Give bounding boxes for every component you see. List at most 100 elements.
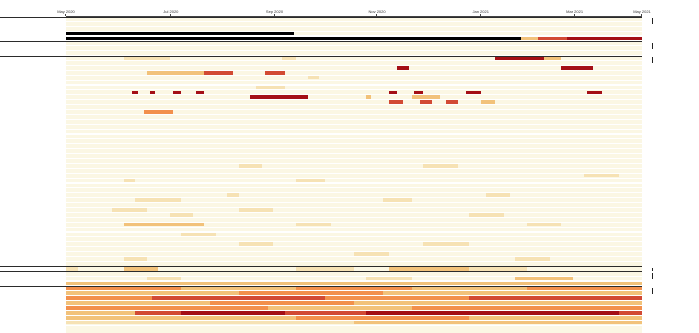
heat-cell[interactable] <box>397 66 409 70</box>
heat-cell[interactable] <box>388 100 403 104</box>
row-label[interactable] <box>0 125 64 129</box>
heat-cell[interactable] <box>526 286 642 291</box>
heat-cell[interactable] <box>238 291 383 296</box>
row-label[interactable] <box>0 22 64 26</box>
heat-cell[interactable] <box>66 291 239 296</box>
heat-cell[interactable] <box>238 164 262 168</box>
row-label[interactable] <box>0 86 64 90</box>
heat-cell[interactable] <box>354 301 642 305</box>
heat-cell[interactable] <box>584 173 619 178</box>
row-label[interactable] <box>0 297 64 301</box>
heat-cell[interactable] <box>561 66 594 70</box>
row-label[interactable] <box>0 115 64 119</box>
heat-cell[interactable] <box>132 90 138 95</box>
heat-cell[interactable] <box>66 281 642 286</box>
heat-cell[interactable] <box>112 208 147 212</box>
row-label[interactable] <box>0 130 64 134</box>
heat-cell[interactable] <box>146 70 205 75</box>
row-label[interactable] <box>0 272 64 276</box>
heat-cell[interactable] <box>388 90 398 95</box>
heat-cell[interactable] <box>420 100 432 104</box>
row-label[interactable] <box>0 106 64 110</box>
heat-cell[interactable] <box>195 90 205 95</box>
row-label[interactable] <box>0 253 64 257</box>
row-label[interactable] <box>0 17 64 21</box>
heat-cell[interactable] <box>149 90 156 95</box>
heat-cell[interactable] <box>66 266 78 271</box>
heat-cell[interactable] <box>66 320 354 325</box>
heat-cell[interactable] <box>227 193 239 198</box>
row-label[interactable] <box>0 27 64 31</box>
heat-cell[interactable] <box>526 222 562 227</box>
heat-cell[interactable] <box>423 242 470 247</box>
heat-cell[interactable] <box>411 286 527 291</box>
row-label[interactable] <box>0 277 64 281</box>
heat-cell[interactable] <box>365 276 412 281</box>
row-label[interactable] <box>0 209 64 213</box>
row-label[interactable] <box>0 316 64 320</box>
heat-cell[interactable] <box>181 232 216 237</box>
heat-cell[interactable] <box>495 56 545 60</box>
heat-cell[interactable] <box>66 296 153 300</box>
row-label[interactable] <box>0 47 64 51</box>
row-label[interactable] <box>0 174 64 178</box>
heat-cell[interactable] <box>264 70 285 75</box>
row-label[interactable] <box>0 243 64 247</box>
heat-cell[interactable] <box>66 315 297 320</box>
row-label[interactable] <box>0 145 64 149</box>
heat-cell[interactable] <box>296 315 470 320</box>
heat-cell[interactable] <box>469 213 504 217</box>
row-label[interactable] <box>0 311 64 315</box>
row-label[interactable] <box>0 150 64 154</box>
heat-cell[interactable] <box>66 31 294 36</box>
heat-cell[interactable] <box>411 95 441 100</box>
heat-cell[interactable] <box>181 311 285 315</box>
heat-cell[interactable] <box>123 257 147 261</box>
heat-cell[interactable] <box>414 90 424 95</box>
heat-cell[interactable] <box>143 110 173 114</box>
heat-cell[interactable] <box>325 296 470 300</box>
heat-cell[interactable] <box>466 90 481 95</box>
heat-cell[interactable] <box>469 266 527 271</box>
heat-cell[interactable] <box>446 100 458 104</box>
heat-cell[interactable] <box>238 242 274 247</box>
row-label[interactable] <box>0 321 64 325</box>
row-label[interactable] <box>0 204 64 208</box>
row-label[interactable] <box>0 155 64 159</box>
heat-cell[interactable] <box>238 208 274 212</box>
heatmap-plot-area[interactable] <box>66 17 642 333</box>
row-label[interactable] <box>0 81 64 85</box>
row-label[interactable] <box>0 218 64 222</box>
row-label[interactable] <box>0 32 64 36</box>
heat-cell[interactable] <box>181 286 297 291</box>
heat-cell[interactable] <box>411 306 642 310</box>
heat-cell[interactable] <box>284 311 366 315</box>
row-label[interactable] <box>0 96 64 100</box>
row-label[interactable] <box>0 42 64 46</box>
heat-cell[interactable] <box>388 266 470 271</box>
heat-cell[interactable] <box>296 286 412 291</box>
row-label[interactable] <box>0 189 64 193</box>
heat-cell[interactable] <box>135 198 182 202</box>
row-label[interactable] <box>0 120 64 124</box>
row-label[interactable] <box>0 169 64 173</box>
heat-cell[interactable] <box>354 252 389 256</box>
row-label[interactable] <box>0 179 64 183</box>
row-label[interactable] <box>0 238 64 242</box>
row-label[interactable] <box>0 223 64 227</box>
heat-cell[interactable] <box>587 90 602 95</box>
heat-cell[interactable] <box>256 85 285 90</box>
row-label[interactable] <box>0 228 64 232</box>
heat-cell[interactable] <box>567 36 642 41</box>
row-label[interactable] <box>0 111 64 115</box>
heat-cell[interactable] <box>469 296 642 300</box>
heat-cell[interactable] <box>146 276 182 281</box>
heat-cell[interactable] <box>365 311 619 315</box>
heat-cell[interactable] <box>66 36 522 41</box>
row-label[interactable] <box>0 66 64 70</box>
row-label[interactable] <box>0 135 64 139</box>
row-label[interactable] <box>0 233 64 237</box>
heat-cell[interactable] <box>618 311 642 315</box>
heat-cell[interactable] <box>204 70 234 75</box>
heat-cell[interactable] <box>538 36 568 41</box>
